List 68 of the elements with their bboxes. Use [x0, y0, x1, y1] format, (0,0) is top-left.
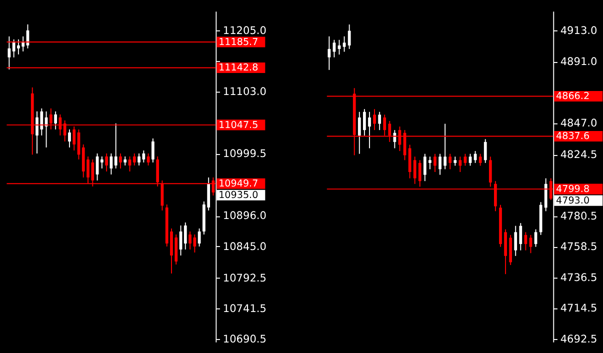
y-tick-label: 4891.0 — [560, 56, 598, 68]
candlestick — [478, 153, 482, 166]
y-tick-label: 10845.0 — [222, 240, 266, 253]
candlestick — [468, 153, 472, 166]
y-tick-label: 10792.5 — [222, 272, 266, 284]
candlestick — [363, 108, 366, 136]
y-tick-label: 11103.0 — [222, 86, 266, 98]
y-tick-label: 10999.5 — [222, 148, 266, 160]
candlestick — [100, 156, 104, 169]
candlestick — [132, 152, 136, 166]
candlestick — [124, 156, 127, 166]
ref-line-label: 4799.8 — [556, 184, 590, 195]
y-tick-label: 10690.5 — [222, 334, 266, 346]
candlestick — [514, 225, 518, 256]
y-tick-label: 10896.0 — [222, 210, 266, 222]
candlestick — [184, 222, 187, 250]
ref-line-label: 11047.5 — [218, 120, 258, 131]
candlestick — [114, 122, 118, 169]
candlestick — [464, 153, 467, 166]
y-tick-label: 10741.5 — [222, 302, 266, 315]
candlestick — [444, 123, 447, 170]
y-tick-label: 4824.5 — [560, 148, 598, 161]
y-tick-label: 4758.5 — [560, 241, 598, 254]
candlestick — [373, 108, 376, 131]
candlestick — [54, 110, 57, 130]
candlestick — [378, 111, 381, 131]
text: 10935.0 — [218, 190, 258, 202]
candlestick — [428, 156, 432, 170]
candlestick — [504, 228, 507, 275]
candlestick — [358, 111, 361, 154]
candlestick — [8, 36, 11, 70]
candlestick — [393, 130, 396, 149]
candlestick — [423, 153, 426, 182]
ref-line-label: 10949.7 — [218, 178, 258, 190]
candlestick — [458, 156, 462, 172]
candlestick — [484, 138, 487, 164]
candlestick — [342, 36, 346, 52]
candlestick — [105, 152, 108, 172]
candlestick — [544, 178, 548, 212]
ref-line-label: 11185.7 — [218, 36, 258, 48]
ref-line-label: 4837.6 — [556, 131, 590, 142]
candlestick — [348, 24, 351, 50]
y-tick-label: 4736.5 — [560, 272, 598, 284]
ref-line-label: 4866.2 — [556, 91, 590, 102]
candlestick — [454, 156, 457, 166]
ref-line-label: 11142.8 — [218, 62, 258, 74]
y-tick-label: 4692.5 — [560, 333, 598, 346]
candlestick — [524, 232, 528, 251]
candlestick — [434, 153, 436, 172]
candlestick — [368, 111, 371, 149]
candlestick — [529, 234, 532, 254]
text: 4793.0 — [556, 195, 590, 206]
y-tick-label: 11205.0 — [222, 24, 266, 37]
candlestick — [418, 160, 422, 188]
candlestick — [448, 153, 452, 170]
candlestick — [519, 222, 522, 251]
candlestick — [413, 156, 416, 184]
candlestick — [119, 152, 122, 169]
candlestick — [198, 228, 201, 247]
candlestick — [488, 156, 492, 188]
candlestick — [328, 36, 331, 70]
y-tick-label: 4780.5 — [560, 210, 598, 222]
candlestick — [68, 128, 71, 148]
candlestick — [438, 153, 442, 176]
y-tick-label: 4847.0 — [560, 117, 598, 130]
y-tick-label: 4913.0 — [560, 25, 598, 38]
y-tick-label: 4714.5 — [560, 302, 598, 315]
candlestick — [152, 138, 154, 163]
